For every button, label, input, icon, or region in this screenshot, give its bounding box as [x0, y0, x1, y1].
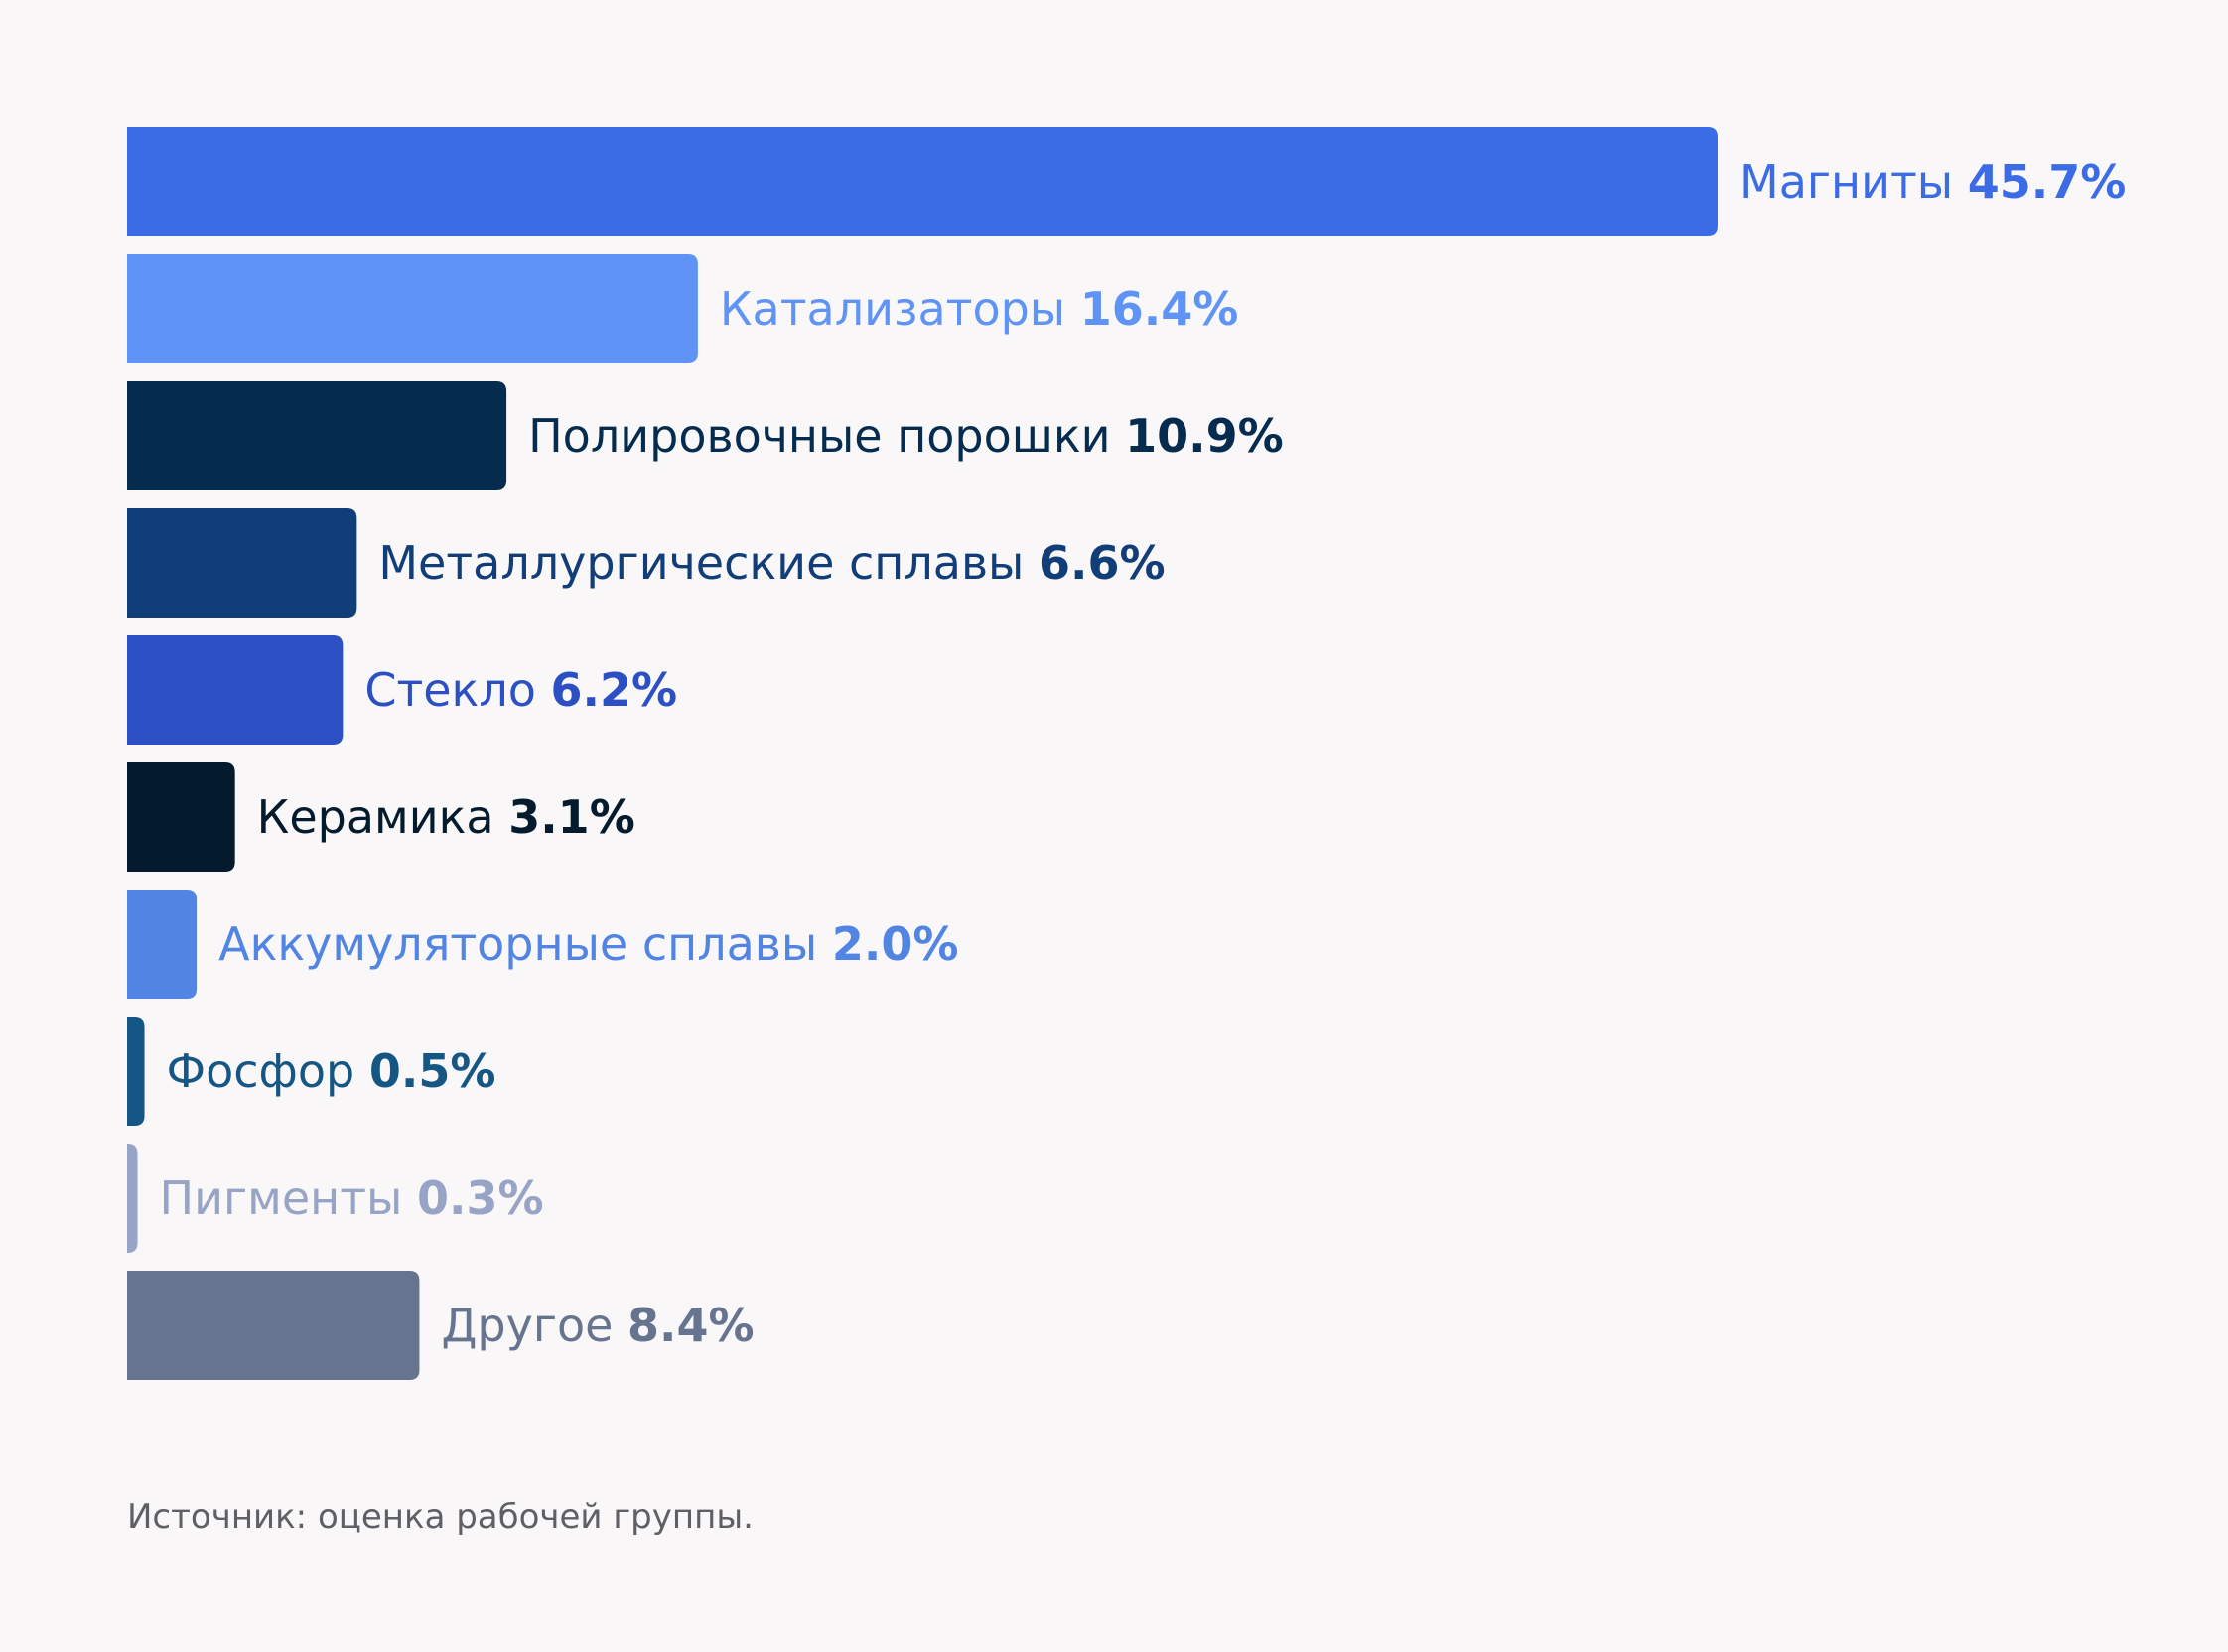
bar-label-6: Керамика 3.1%: [257, 790, 635, 844]
value-label: 2.0%: [832, 917, 959, 971]
category-label: Стекло: [364, 663, 550, 717]
value-label: 0.3%: [417, 1171, 544, 1225]
category-label: Металлургические сплавы: [378, 536, 1039, 590]
value-label: 16.4%: [1080, 282, 1239, 336]
bar-9: [127, 1144, 138, 1253]
category-label: Магниты: [1740, 155, 1968, 208]
bar-2: [127, 254, 698, 363]
category-label: Керамика: [257, 790, 509, 844]
value-label: 6.6%: [1039, 536, 1166, 590]
bar-label-7: Аккумуляторные сплавы 2.0%: [218, 917, 958, 971]
bar-label-8: Фосфор 0.5%: [167, 1044, 496, 1098]
category-label: Другое: [441, 1299, 627, 1352]
bar-label-9: Пигменты 0.3%: [160, 1171, 544, 1225]
source-note: Источник: оценка рабочей группы.: [127, 1497, 754, 1537]
value-label: 0.5%: [369, 1044, 496, 1098]
bar-label-1: Магниты 45.7%: [1740, 155, 2126, 208]
bar-label-10: Другое 8.4%: [441, 1299, 754, 1352]
bar-7: [127, 890, 198, 999]
bar-4: [127, 508, 357, 618]
category-label: Катализаторы: [720, 282, 1080, 336]
bar-10: [127, 1271, 420, 1380]
bar-6: [127, 762, 235, 872]
bar-3: [127, 381, 507, 490]
bar-5: [127, 635, 344, 745]
bar-label-3: Полировочные порошки 10.9%: [528, 409, 1284, 463]
bar-1: [127, 127, 1718, 236]
category-label: Фосфор: [167, 1044, 369, 1098]
bar-8: [127, 1017, 145, 1126]
value-label: 6.2%: [551, 663, 678, 717]
category-label: Полировочные порошки: [528, 409, 1125, 463]
category-label: Аккумуляторные сплавы: [218, 917, 832, 971]
category-label: Пигменты: [160, 1171, 417, 1225]
value-label: 8.4%: [627, 1299, 755, 1352]
value-label: 45.7%: [1968, 155, 2127, 208]
value-label: 3.1%: [508, 790, 635, 844]
bar-label-5: Стекло 6.2%: [364, 663, 677, 717]
value-label: 10.9%: [1125, 409, 1284, 463]
bar-label-2: Катализаторы 16.4%: [720, 282, 1238, 336]
bar-label-4: Металлургические сплавы 6.6%: [378, 536, 1165, 590]
